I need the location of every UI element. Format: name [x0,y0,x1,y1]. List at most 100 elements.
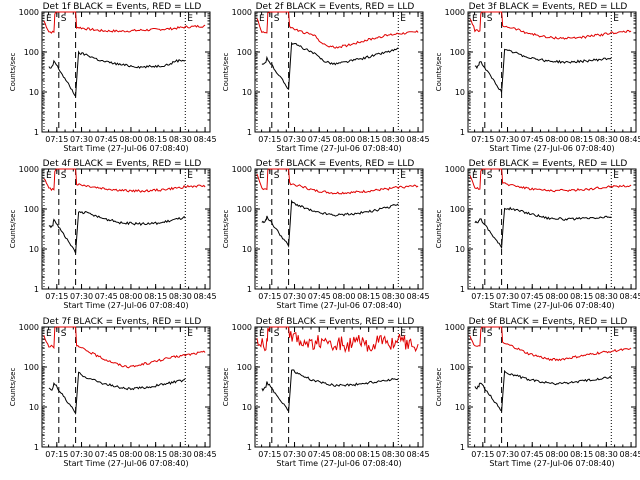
series-line-events [48,371,186,415]
y-tick-label: 100 [237,48,252,57]
x-axis-label: Start Time (27-Jul-06 07:08:40) [63,301,188,310]
x-tick-label: 08:00 [332,292,355,301]
x-tick-label: 08:45 [194,135,217,144]
time-marker-label: E [259,14,265,24]
x-tick-label: 08:15 [570,450,593,459]
x-tick-label: 08:45 [407,292,430,301]
time-marker-label: E [187,171,193,181]
x-tick-label: 08:15 [357,450,380,459]
chart-panel-6: Det 6f BLACK = Events, RED = LLD 1 10 100 10… [435,159,640,310]
series-line-events [261,199,399,248]
x-tick-label: 08:30 [169,292,192,301]
y-tick-label: 10 [455,245,465,254]
x-tick-label: 07:45 [95,450,118,459]
plot-frame [467,326,637,448]
x-tick-label: 07:15 [258,292,281,301]
x-tick-label: 08:00 [119,292,142,301]
y-tick-label: 1 [247,128,252,137]
series-line-lld [43,168,206,193]
y-tick-label: 1 [34,285,39,294]
time-marker-label: E [613,171,619,181]
chart-panel-3: Det 3f BLACK = Events, RED = LLD 1 10 100 10… [435,2,640,153]
x-tick-label: 08:30 [169,450,192,459]
y-tick-label: 100 [237,363,252,372]
y-tick-label: 1000 [232,8,252,17]
series-line-events [261,41,399,91]
x-tick-label: 08:15 [357,292,380,301]
x-tick-label: 08:30 [169,135,192,144]
x-tick-label: 07:45 [308,450,331,459]
x-tick-label: 07:45 [308,292,331,301]
time-marker-label: S [61,329,67,339]
chart-title: Det 3f BLACK = Events, RED = LLD [469,2,628,12]
x-tick-label: 07:15 [471,450,494,459]
y-tick-label: 10 [455,403,465,412]
series-line-lld [256,326,419,354]
y-tick-label: 1000 [19,323,39,332]
plot-frame [467,11,637,133]
x-tick-label: 08:45 [407,135,430,144]
chart-title: Det 6f BLACK = Events, RED = LLD [469,159,628,169]
x-tick-label: 07:15 [45,450,68,459]
plot-frame [254,11,424,133]
series-line-lld [469,326,632,362]
time-marker-label: E [187,329,193,339]
y-tick-label: 1 [34,128,39,137]
y-axis-label: Counts/sec [9,53,17,92]
time-marker-label: E [613,329,619,339]
x-tick-label: 08:15 [144,292,167,301]
time-marker-label: E [259,329,265,339]
x-tick-label: 08:30 [382,292,405,301]
y-tick-label: 10 [242,88,252,97]
y-axis-label: Counts/sec [435,210,443,249]
x-axis-label: Start Time (27-Jul-06 07:08:40) [63,144,188,153]
x-tick-label: 08:30 [595,135,618,144]
time-marker-label: E [259,171,265,181]
x-tick-label: 07:30 [283,450,306,459]
x-tick-label: 07:30 [70,450,93,459]
x-tick-label: 07:15 [471,135,494,144]
series-line-events [48,211,186,254]
series-line-events [261,369,399,413]
x-tick-label: 08:15 [144,135,167,144]
time-marker-label: E [472,329,478,339]
y-tick-label: 100 [450,48,465,57]
series-line-lld [469,168,632,193]
series-line-events [474,206,612,250]
time-marker-label: S [61,171,67,181]
time-marker-label: E [187,14,193,24]
series-line-lld [469,11,632,40]
x-tick-label: 08:45 [407,450,430,459]
x-axis-label: Start Time (27-Jul-06 07:08:40) [276,301,401,310]
x-tick-label: 08:15 [357,135,380,144]
y-axis-label: Counts/sec [222,210,230,249]
y-tick-label: 1000 [19,8,39,17]
y-tick-label: 1 [460,443,465,452]
y-tick-label: 1 [247,443,252,452]
chart-panel-2: Det 2f BLACK = Events, RED = LLD 1 10 100 10… [222,2,430,153]
x-tick-label: 07:30 [283,292,306,301]
y-tick-label: 10 [29,245,39,254]
y-tick-label: 1000 [445,8,465,17]
x-tick-label: 07:15 [258,450,281,459]
series-line-lld [256,168,419,195]
y-axis-label: Counts/sec [9,368,17,407]
x-tick-label: 08:15 [570,292,593,301]
plot-frame [467,168,637,290]
time-marker-label: E [400,171,406,181]
y-tick-label: 10 [242,403,252,412]
x-tick-label: 07:30 [70,292,93,301]
series-line-events [474,369,612,413]
time-marker-label: E [472,171,478,181]
x-tick-label: 08:45 [620,135,640,144]
x-tick-label: 08:15 [144,450,167,459]
x-tick-label: 07:30 [283,135,306,144]
x-tick-label: 08:00 [119,450,142,459]
chart-title: Det 8f BLACK = Events, RED = LLD [256,317,415,327]
x-tick-label: 08:45 [620,292,640,301]
x-tick-label: 07:45 [521,135,544,144]
time-marker-label: S [487,14,493,24]
x-axis-label: Start Time (27-Jul-06 07:08:40) [63,459,188,468]
x-tick-label: 07:15 [471,292,494,301]
